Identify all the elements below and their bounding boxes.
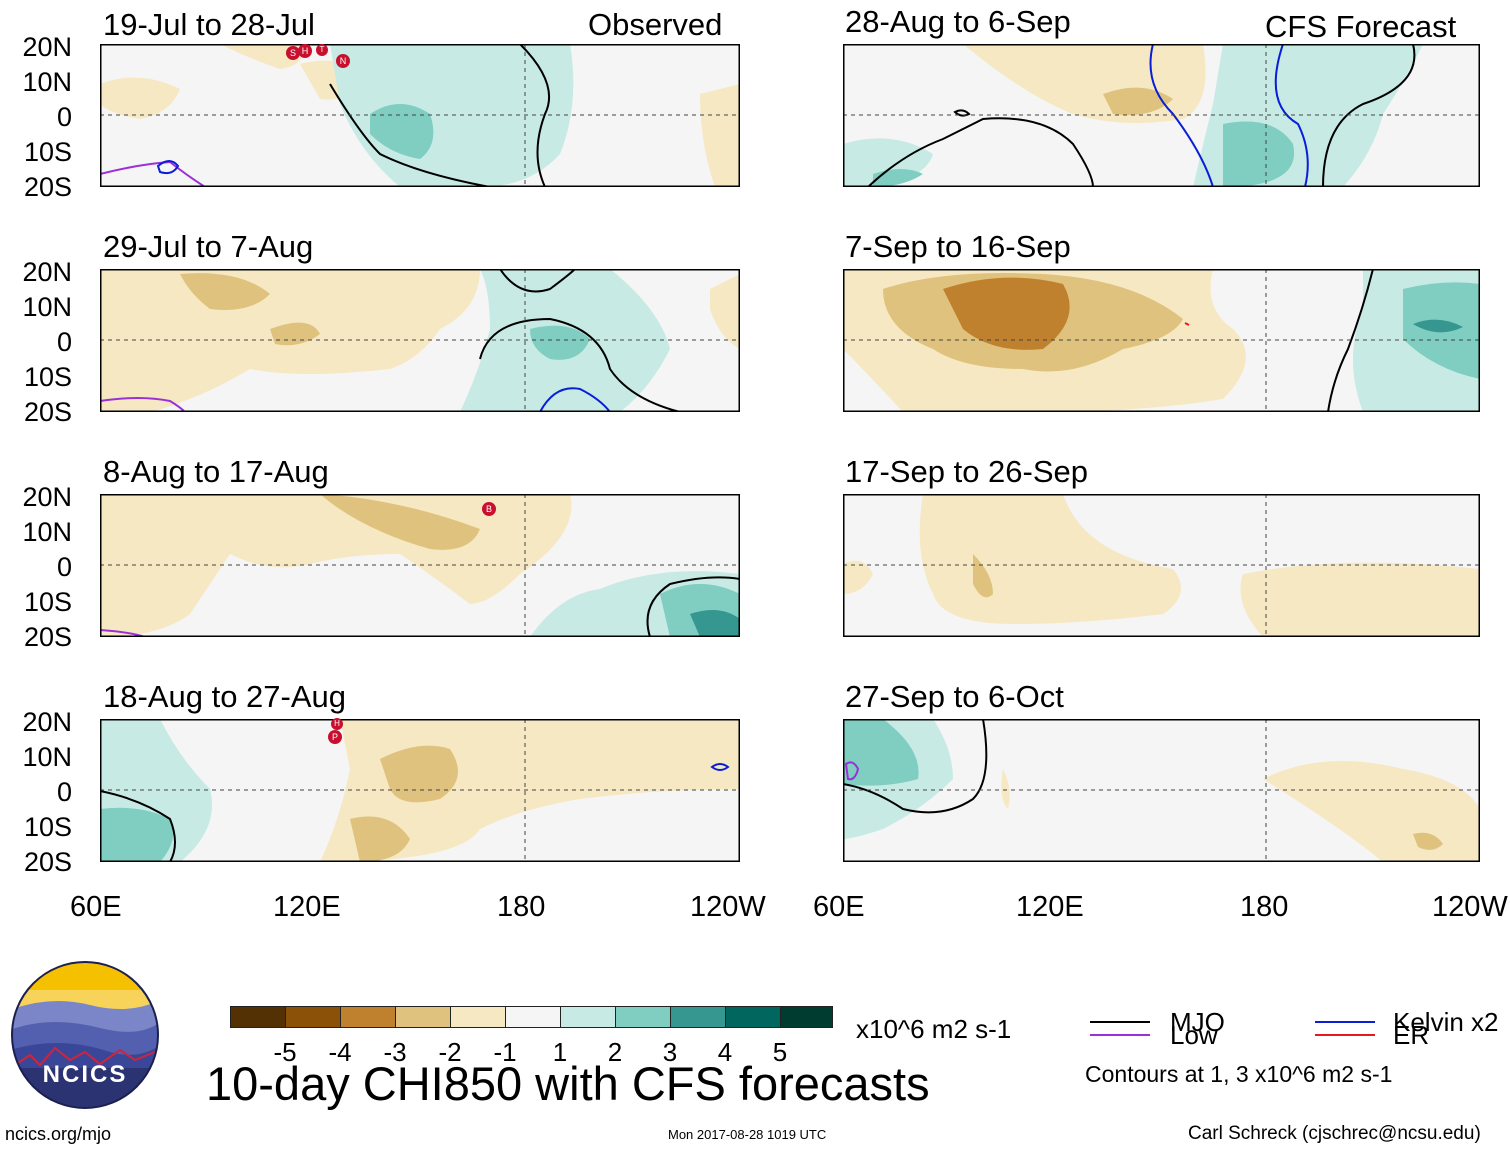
lat-label: 10N	[22, 67, 72, 97]
storm-marker: N	[336, 54, 350, 68]
legend-er-label: ER	[1393, 1020, 1430, 1050]
lat-label: 10S	[23, 812, 72, 842]
legend-er-line	[1315, 1034, 1375, 1036]
lon-label: 180	[497, 891, 546, 923]
logo-text: NCICS	[43, 1061, 128, 1088]
lat-label: 10N	[22, 517, 72, 547]
storm-marker: H	[331, 718, 343, 730]
lat-label: 20S	[23, 847, 72, 877]
map-panel-left-2	[100, 269, 740, 412]
legend-mjo-label: MJO	[1170, 1007, 1225, 1037]
credit: Carl Schreck (cjschrec@ncsu.edu)	[1188, 1123, 1481, 1144]
lon-label: 60E	[813, 891, 865, 923]
ncics-logo: NCICS	[11, 961, 159, 1109]
main-title: 10-day CHI850 with CFS forecasts	[206, 1057, 930, 1110]
lon-label: 120W	[690, 891, 766, 923]
left-panel-4-title: 18-Aug to 27-Aug	[103, 679, 347, 714]
legend-mjo-line	[1090, 1021, 1150, 1023]
lon-label: 120E	[1016, 891, 1084, 923]
lat-label: 10S	[23, 137, 72, 167]
colorbar-tick: -5	[273, 1037, 297, 1067]
lat-label: 20S	[23, 622, 72, 652]
colorbar-tick: -4	[328, 1037, 352, 1067]
colorbar-cell	[615, 1006, 671, 1028]
colorbar-tick: 4	[717, 1037, 733, 1067]
lat-label: 20N	[22, 482, 72, 512]
map-panel-right-3	[843, 494, 1480, 637]
lon-label: 180	[1240, 891, 1289, 923]
lat-label: 0	[56, 102, 72, 132]
colorbar-tick: -1	[493, 1037, 517, 1067]
map-panel-right-4	[843, 719, 1480, 862]
colorbar-tick: -3	[383, 1037, 407, 1067]
colorbar-units: x10^6 m2 s-1	[856, 1014, 1012, 1044]
contours-note: Contours at 1, 3 x10^6 m2 s-1	[1085, 1061, 1393, 1087]
lat-label: 20N	[22, 32, 72, 62]
forecast-label: CFS Forecast	[1265, 9, 1457, 44]
colorbar-cell	[285, 1006, 341, 1028]
lat-label: 20S	[23, 172, 72, 202]
map-panel-left-4	[100, 719, 740, 862]
map-panel-right-1	[843, 44, 1480, 187]
storm-marker: S	[286, 46, 300, 60]
right-panel-1-title: 28-Aug to 6-Sep	[845, 4, 1071, 39]
lat-label: 20N	[22, 257, 72, 287]
timestamp: Mon 2017-08-28 1019 UTC	[668, 1127, 827, 1142]
storm-marker: T	[316, 44, 328, 56]
colorbar-cell	[560, 1006, 616, 1028]
lat-label: 0	[56, 777, 72, 807]
map-panel-left-1	[100, 44, 740, 187]
colorbar-tick: 3	[662, 1037, 678, 1067]
storm-marker: P	[328, 730, 342, 744]
legend-low-label: Low	[1170, 1020, 1218, 1050]
colorbar-tick: 1	[552, 1037, 568, 1067]
right-panel-3-title: 17-Sep to 26-Sep	[845, 454, 1089, 489]
storm-marker: B	[482, 502, 496, 516]
lat-label: 10S	[23, 362, 72, 392]
colorbar-cell	[670, 1006, 726, 1028]
lon-label: 120W	[1432, 891, 1508, 923]
colorbar-cell	[395, 1006, 451, 1028]
colorbar-cell	[230, 1006, 286, 1028]
colorbar-cell	[780, 1006, 833, 1028]
colorbar-cell	[725, 1006, 781, 1028]
lat-label: 10N	[22, 742, 72, 772]
lon-label: 60E	[70, 891, 122, 923]
lon-label: 120E	[273, 891, 341, 923]
legend-kelvin-label: Kelvin x2	[1393, 1007, 1499, 1037]
left-panel-3-title: 8-Aug to 17-Aug	[103, 454, 329, 489]
left-panel-1-title: 19-Jul to 28-Jul	[103, 7, 315, 42]
observed-label: Observed	[588, 7, 723, 42]
colorbar-tick: 2	[607, 1037, 623, 1067]
map-panel-left-3	[100, 494, 740, 637]
map-panel-right-2	[843, 269, 1480, 412]
colorbar-cell	[340, 1006, 396, 1028]
right-panel-4-title: 27-Sep to 6-Oct	[845, 679, 1064, 714]
lat-label: 10N	[22, 292, 72, 322]
right-panel-2-title: 7-Sep to 16-Sep	[845, 229, 1071, 264]
storm-marker: H	[298, 44, 312, 58]
lat-label: 20S	[23, 397, 72, 427]
colorbar-tick: 5	[772, 1037, 788, 1067]
colorbar-cell	[450, 1006, 506, 1028]
lat-label: 0	[56, 327, 72, 357]
colorbar-cell	[505, 1006, 561, 1028]
website-link[interactable]: ncics.org/mjo	[5, 1124, 112, 1144]
legend-low-line	[1090, 1034, 1150, 1036]
colorbar-tick: -2	[438, 1037, 462, 1067]
legend-kelvin-line	[1315, 1021, 1375, 1023]
left-panel-2-title: 29-Jul to 7-Aug	[103, 229, 314, 264]
lat-label: 10S	[23, 587, 72, 617]
lat-label: 20N	[22, 707, 72, 737]
lat-label: 0	[56, 552, 72, 582]
